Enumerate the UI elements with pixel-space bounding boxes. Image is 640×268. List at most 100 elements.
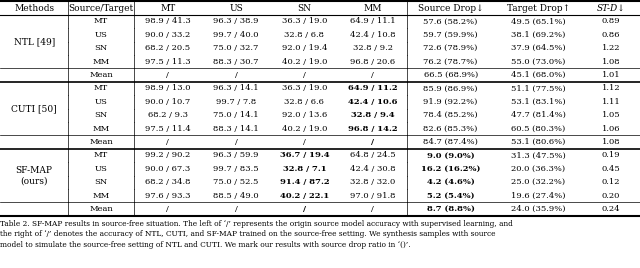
Text: 75.0 / 14.1: 75.0 / 14.1 [213, 111, 259, 119]
Text: /: / [166, 205, 169, 213]
Text: 57.6 (58.2%): 57.6 (58.2%) [424, 17, 478, 25]
Text: ST-D↓: ST-D↓ [596, 3, 625, 13]
Text: 36.7 / 19.4: 36.7 / 19.4 [280, 151, 329, 159]
Text: 90.0 / 33.2: 90.0 / 33.2 [145, 31, 191, 39]
Text: 0.89: 0.89 [602, 17, 620, 25]
Text: 1.08: 1.08 [602, 58, 620, 66]
Text: 97.5 / 11.3: 97.5 / 11.3 [145, 58, 191, 66]
Text: 42.4 / 10.8: 42.4 / 10.8 [350, 31, 396, 39]
Text: 1.05: 1.05 [602, 111, 620, 119]
Text: 9.0 (9.0%): 9.0 (9.0%) [427, 151, 474, 159]
Text: 19.6 (27.4%): 19.6 (27.4%) [511, 192, 566, 200]
Text: 88.5 / 49.0: 88.5 / 49.0 [213, 192, 259, 200]
Text: 72.6 (78.9%): 72.6 (78.9%) [424, 44, 478, 52]
Text: SF-MAP
(ours): SF-MAP (ours) [15, 166, 52, 185]
Text: MM: MM [92, 58, 109, 66]
Text: NTL [49]: NTL [49] [13, 37, 55, 46]
Text: Source Drop↓: Source Drop↓ [418, 3, 483, 13]
Text: 90.0 / 10.7: 90.0 / 10.7 [145, 98, 191, 106]
Text: /: / [235, 71, 237, 79]
Text: /: / [303, 138, 306, 146]
Text: 53.1 (80.6%): 53.1 (80.6%) [511, 138, 566, 146]
Text: 0.24: 0.24 [602, 205, 620, 213]
Text: Table 2. SF-MAP results in source-free situation. The left of ‘/’ represents the: Table 2. SF-MAP results in source-free s… [0, 220, 513, 248]
Text: 40.2 / 22.1: 40.2 / 22.1 [280, 192, 329, 200]
Text: 92.0 / 13.6: 92.0 / 13.6 [282, 111, 327, 119]
Text: 96.8 / 20.6: 96.8 / 20.6 [350, 58, 396, 66]
Text: 99.7 / 83.5: 99.7 / 83.5 [213, 165, 259, 173]
Text: 36.3 / 19.0: 36.3 / 19.0 [282, 84, 327, 92]
Text: US: US [229, 3, 243, 13]
Text: 78.4 (85.2%): 78.4 (85.2%) [424, 111, 478, 119]
Text: 31.3 (47.5%): 31.3 (47.5%) [511, 151, 566, 159]
Text: 82.6 (85.3%): 82.6 (85.3%) [424, 125, 478, 133]
Text: 20.0 (36.3%): 20.0 (36.3%) [511, 165, 565, 173]
Text: 32.8 / 6.6: 32.8 / 6.6 [284, 98, 324, 106]
Text: 1.11: 1.11 [602, 98, 620, 106]
Text: 75.0 / 52.5: 75.0 / 52.5 [213, 178, 259, 186]
Text: 64.9 / 11.2: 64.9 / 11.2 [348, 84, 397, 92]
Text: MM: MM [92, 192, 109, 200]
Text: /: / [303, 205, 306, 213]
Text: 42.4 / 10.6: 42.4 / 10.6 [348, 98, 397, 106]
Text: MM: MM [92, 125, 109, 133]
Text: 16.2 (16.2%): 16.2 (16.2%) [421, 165, 481, 173]
Text: Mean: Mean [89, 138, 113, 146]
Text: 96.8 / 14.2: 96.8 / 14.2 [348, 125, 397, 133]
Text: 5.2 (5.4%): 5.2 (5.4%) [427, 192, 474, 200]
Text: /: / [166, 138, 169, 146]
Text: Target Drop↑: Target Drop↑ [507, 3, 570, 13]
Text: 32.8 / 6.8: 32.8 / 6.8 [284, 31, 324, 39]
Text: SN: SN [94, 178, 108, 186]
Text: US: US [95, 165, 108, 173]
Text: 96.3 / 14.1: 96.3 / 14.1 [213, 84, 259, 92]
Text: 0.45: 0.45 [602, 165, 620, 173]
Text: /: / [235, 205, 237, 213]
Text: 24.0 (35.9%): 24.0 (35.9%) [511, 205, 566, 213]
Text: 64.8 / 24.5: 64.8 / 24.5 [350, 151, 396, 159]
Text: /: / [303, 71, 306, 79]
Text: 4.2 (4.6%): 4.2 (4.6%) [427, 178, 474, 186]
Text: 1.08: 1.08 [602, 138, 620, 146]
Text: MT: MT [94, 151, 108, 159]
Text: SN: SN [94, 111, 108, 119]
Text: 59.7 (59.9%): 59.7 (59.9%) [424, 31, 478, 39]
Text: 99.2 / 90.2: 99.2 / 90.2 [145, 151, 191, 159]
Text: MT: MT [94, 17, 108, 25]
Text: 97.6 / 93.3: 97.6 / 93.3 [145, 192, 191, 200]
Text: 36.3 / 19.0: 36.3 / 19.0 [282, 17, 327, 25]
Text: 1.01: 1.01 [602, 71, 620, 79]
Text: 32.8 / 9.2: 32.8 / 9.2 [353, 44, 393, 52]
Text: SN: SN [298, 3, 312, 13]
Text: 32.8 / 7.1: 32.8 / 7.1 [283, 165, 326, 173]
Text: 0.86: 0.86 [602, 31, 620, 39]
Text: 91.4 / 87.2: 91.4 / 87.2 [280, 178, 329, 186]
Text: 96.3 / 59.9: 96.3 / 59.9 [213, 151, 259, 159]
Text: Source/Target: Source/Target [68, 3, 134, 13]
Text: MT: MT [160, 3, 175, 13]
Text: 88.3 / 30.7: 88.3 / 30.7 [213, 58, 259, 66]
Text: 1.12: 1.12 [602, 84, 620, 92]
Text: 91.9 (92.2%): 91.9 (92.2%) [424, 98, 478, 106]
Text: 1.22: 1.22 [602, 44, 620, 52]
Text: Mean: Mean [89, 71, 113, 79]
Text: 98.9 / 13.0: 98.9 / 13.0 [145, 84, 191, 92]
Text: 96.3 / 38.9: 96.3 / 38.9 [213, 17, 259, 25]
Text: 92.0 / 19.4: 92.0 / 19.4 [282, 44, 327, 52]
Text: 32.8 / 32.0: 32.8 / 32.0 [350, 178, 396, 186]
Text: SN: SN [94, 44, 108, 52]
Text: 88.3 / 14.1: 88.3 / 14.1 [213, 125, 259, 133]
Text: 53.1 (83.1%): 53.1 (83.1%) [511, 98, 566, 106]
Text: 55.0 (73.0%): 55.0 (73.0%) [511, 58, 566, 66]
Text: 99.7 / 7.8: 99.7 / 7.8 [216, 98, 256, 106]
Text: 37.9 (64.5%): 37.9 (64.5%) [511, 44, 566, 52]
Text: 0.20: 0.20 [602, 192, 620, 200]
Text: 68.2 / 9.3: 68.2 / 9.3 [148, 111, 188, 119]
Text: 32.8 / 9.4: 32.8 / 9.4 [351, 111, 394, 119]
Text: 76.2 (78.7%): 76.2 (78.7%) [424, 58, 478, 66]
Text: 98.9 / 41.3: 98.9 / 41.3 [145, 17, 191, 25]
Text: 0.19: 0.19 [602, 151, 620, 159]
Text: 45.1 (68.0%): 45.1 (68.0%) [511, 71, 566, 79]
Text: /: / [235, 138, 237, 146]
Text: 0.12: 0.12 [602, 178, 620, 186]
